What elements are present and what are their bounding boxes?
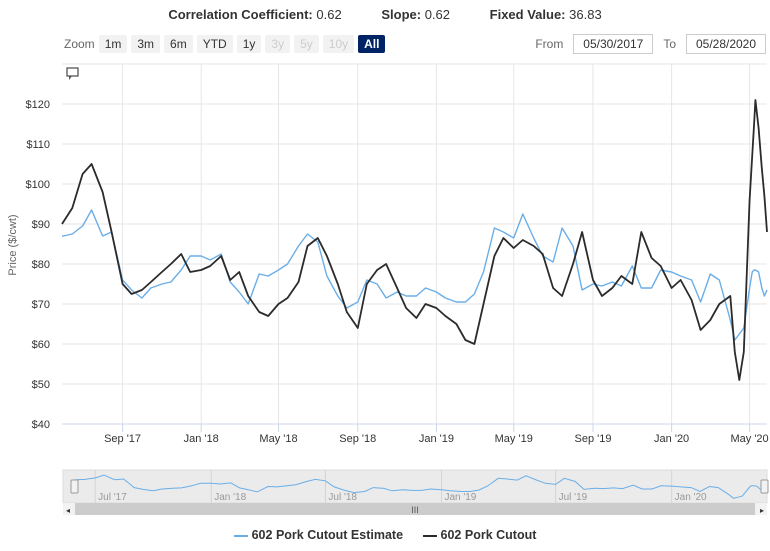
navigator-handle-left[interactable] <box>70 479 79 494</box>
zoom-button-6m[interactable]: 6m <box>164 35 193 53</box>
legend-item-cutout[interactable]: 602 Pork Cutout <box>422 528 537 542</box>
legend-swatch-cutout <box>422 534 437 537</box>
x-tick-label: May '19 <box>495 433 533 445</box>
x-tick-label: Jan '18 <box>184 433 219 445</box>
y-tick-label: $70 <box>32 299 50 311</box>
from-date-input[interactable] <box>573 34 654 54</box>
regression-stats: Correlation Coefficient: 0.62 Slope: 0.6… <box>0 7 770 22</box>
y-tick-label: $40 <box>32 419 50 431</box>
fixed-value-value: 36.83 <box>569 7 602 22</box>
zoom-button-1y[interactable]: 1y <box>236 35 262 53</box>
series-line-cutout <box>61 99 768 381</box>
zoom-button-3m[interactable]: 3m <box>131 35 161 53</box>
slope-stat: Slope: 0.62 <box>381 7 450 22</box>
speech-bubble-icon <box>66 67 79 80</box>
y-axis-title: Price ($/cwt) <box>7 214 19 275</box>
navigator-label: Jul '17 <box>98 492 127 503</box>
navigator-label: Jul '18 <box>328 492 357 503</box>
zoom-button-all[interactable]: All <box>358 35 386 53</box>
x-tick-label: May '18 <box>259 433 297 445</box>
zoom-button-1m[interactable]: 1m <box>98 35 128 53</box>
navigator-label: Jan '19 <box>444 492 476 503</box>
legend-label-estimate: 602 Pork Cutout Estimate <box>251 528 404 542</box>
scrollbar-thumb[interactable] <box>75 503 755 515</box>
speech-bubble-tail <box>69 76 72 80</box>
to-label: To <box>663 37 676 51</box>
y-tick-label: $60 <box>32 339 50 351</box>
legend-label-cutout: 602 Pork Cutout <box>440 528 537 542</box>
from-label: From <box>535 37 564 51</box>
slope-value: 0.62 <box>424 7 451 22</box>
legend-swatch-estimate <box>233 534 248 537</box>
scroll-left-arrow-icon[interactable]: ◂ <box>66 506 70 515</box>
date-range: From To <box>535 34 766 54</box>
legend-item-estimate[interactable]: 602 Pork Cutout Estimate <box>233 528 404 542</box>
x-tick-label: Sep '19 <box>575 433 612 445</box>
fixed-value-stat: Fixed Value: 36.83 <box>490 7 602 22</box>
slope-label: Slope: <box>381 7 422 22</box>
y-tick-label: $90 <box>32 219 50 231</box>
navigator-handle-right[interactable] <box>760 479 769 494</box>
x-tick-label: May '20 <box>731 433 769 445</box>
navigator-series <box>75 474 766 499</box>
y-tick-label: $100 <box>26 179 50 191</box>
fixed-value-label: Fixed Value: <box>489 7 566 22</box>
scrollbar-grip-icon: III <box>411 505 419 515</box>
correlation-value: 0.62 <box>316 7 342 22</box>
legend: 602 Pork Cutout Estimate 602 Pork Cutout <box>0 528 770 542</box>
x-tick-label: Sep '17 <box>104 433 141 445</box>
series-line-estimate <box>62 209 768 341</box>
y-tick-label: $80 <box>32 259 50 271</box>
speech-bubble-body <box>66 67 79 77</box>
y-tick-label: $110 <box>26 139 50 151</box>
zoom-button-ytd[interactable]: YTD <box>196 35 233 53</box>
navigator-label: Jan '18 <box>214 492 246 503</box>
zoom-selector: Zoom 1m 3m 6m YTD 1y 3y 5y 10y All <box>64 35 389 53</box>
y-tick-label: $120 <box>26 99 50 111</box>
zoom-button-3y: 3y <box>265 35 291 53</box>
correlation-label: Correlation Coefficient: <box>168 7 313 22</box>
x-tick-label: Jan '20 <box>654 433 689 445</box>
zoom-button-5y: 5y <box>294 35 319 53</box>
scroll-right-arrow-icon[interactable]: ▸ <box>760 506 764 515</box>
y-tick-label: $50 <box>32 379 50 391</box>
navigator-background <box>62 469 768 504</box>
zoom-button-10y: 10y <box>322 35 355 53</box>
to-date-input[interactable] <box>686 34 766 54</box>
zoom-label: Zoom <box>64 37 95 51</box>
correlation-stat: Correlation Coefficient: 0.62 <box>168 7 341 22</box>
navigator-label: Jul '19 <box>559 492 588 503</box>
x-tick-label: Sep '18 <box>339 433 376 445</box>
x-tick-label: Jan '19 <box>419 433 454 445</box>
navigator-label: Jan '20 <box>675 492 707 503</box>
